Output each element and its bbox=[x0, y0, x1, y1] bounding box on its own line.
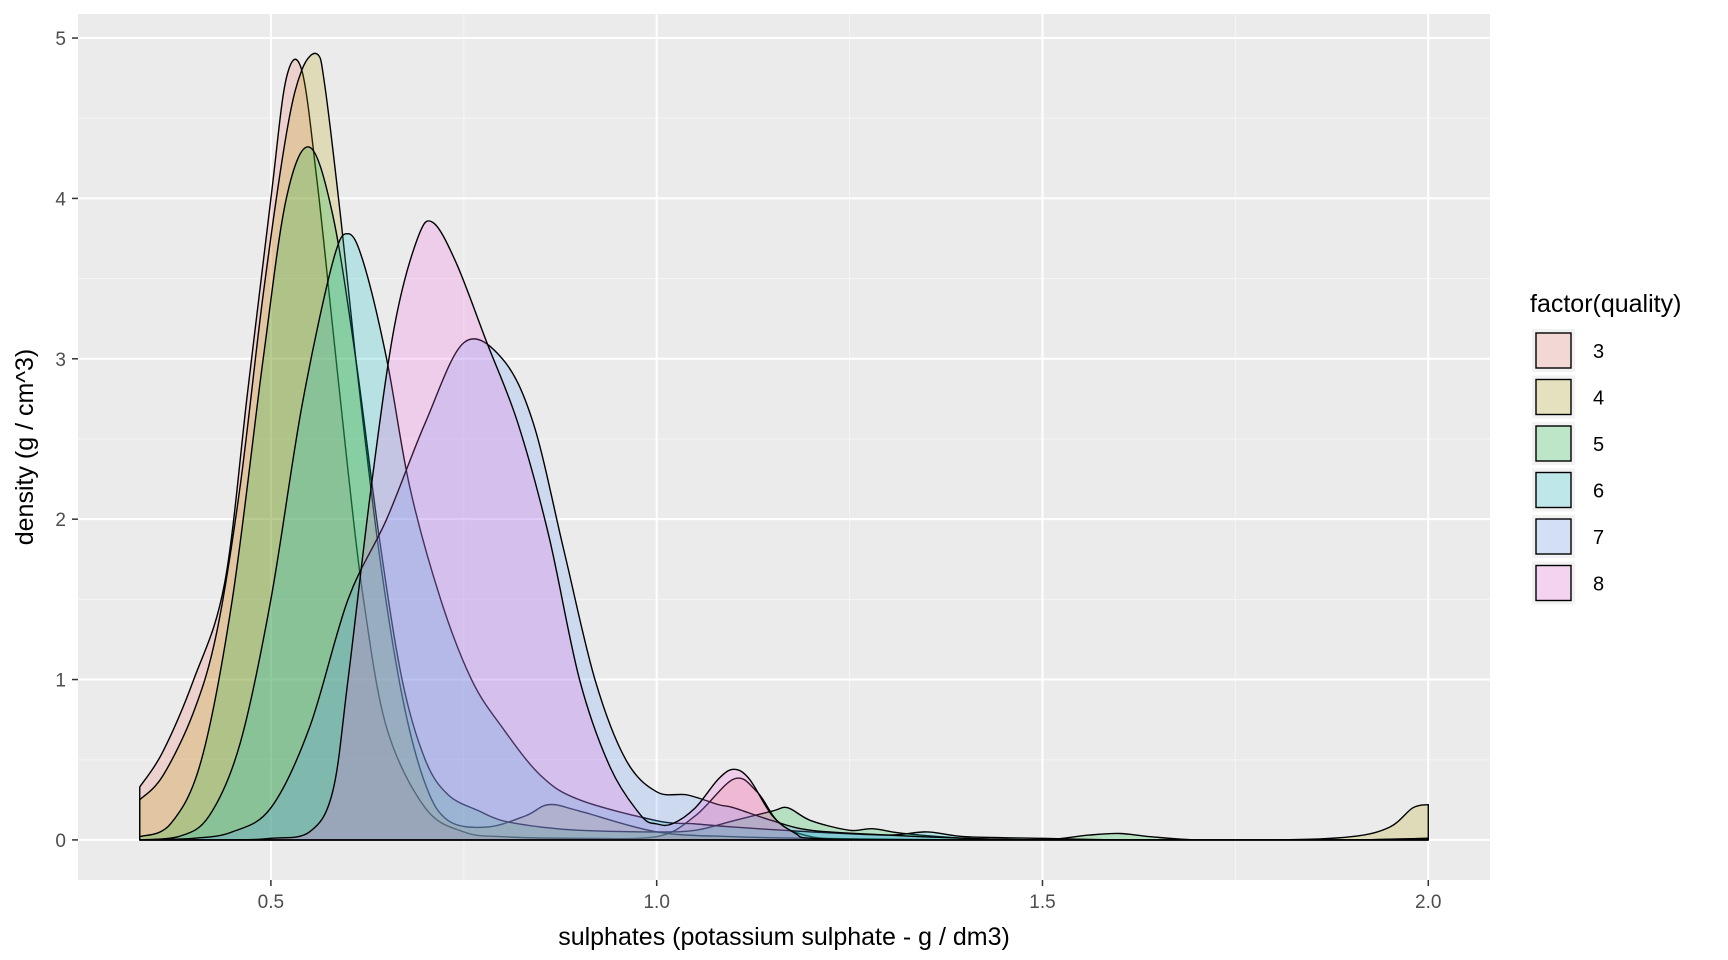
legend-key-background bbox=[1532, 375, 1575, 419]
y-tick-label: 2 bbox=[55, 510, 66, 531]
legend-label-quality-7: 7 bbox=[1593, 527, 1604, 549]
legend-key-quality-3 bbox=[1535, 332, 1572, 369]
density-area-quality-3 bbox=[139, 58, 851, 841]
plot-panel bbox=[78, 14, 1490, 880]
y-tick-label: 4 bbox=[55, 189, 66, 210]
x-tick-label: 0.5 bbox=[258, 892, 284, 913]
density-area-quality-8 bbox=[139, 220, 1429, 841]
legend-key-background bbox=[1532, 329, 1575, 372]
x-tick-label: 1.5 bbox=[1029, 892, 1055, 913]
x-axis: 0.5 1.0 1.5 2.0 bbox=[258, 880, 1441, 913]
grid-minor bbox=[78, 14, 1490, 880]
legend-key-background bbox=[1532, 561, 1575, 605]
x-tick-label: 2.0 bbox=[1415, 892, 1441, 913]
legend-title: factor(quality) bbox=[1530, 290, 1681, 318]
legend-label-quality-5: 5 bbox=[1593, 434, 1604, 456]
y-tick-label: 1 bbox=[55, 671, 66, 692]
density-area-quality-7 bbox=[139, 338, 1429, 841]
x-tick-label: 1.0 bbox=[643, 892, 669, 913]
density-area-quality-5 bbox=[139, 146, 1429, 841]
legend-key-background bbox=[1532, 468, 1575, 512]
y-axis: 0 1 2 3 4 5 bbox=[55, 29, 78, 852]
legend-key-quality-4 bbox=[1535, 378, 1572, 416]
x-axis-title: sulphates (potassium sulphate - g / dm3) bbox=[558, 923, 1010, 951]
legend-label-quality-4: 4 bbox=[1593, 388, 1604, 410]
y-tick-label: 3 bbox=[55, 350, 66, 371]
legend-label-quality-8: 8 bbox=[1593, 574, 1604, 596]
legend-label-quality-3: 3 bbox=[1593, 341, 1604, 363]
legend-key-quality-6 bbox=[1535, 471, 1572, 509]
y-tick-label: 0 bbox=[55, 831, 66, 852]
legend-key-background bbox=[1532, 422, 1575, 465]
legend-key-quality-5 bbox=[1535, 425, 1572, 462]
legend-key-quality-7 bbox=[1535, 518, 1572, 555]
legend-label-quality-6: 6 bbox=[1593, 481, 1604, 503]
density-series bbox=[139, 52, 1429, 841]
y-tick-label: 5 bbox=[55, 29, 66, 50]
legend-key-quality-8 bbox=[1535, 564, 1572, 602]
density-area-quality-6 bbox=[139, 233, 1429, 841]
y-axis-title: density (g / cm^3) bbox=[11, 349, 39, 546]
legend-key-background bbox=[1532, 515, 1575, 558]
grid-major bbox=[78, 14, 1490, 880]
legend: factor(quality) 3 4 5 6 7 8 bbox=[1530, 290, 1681, 605]
